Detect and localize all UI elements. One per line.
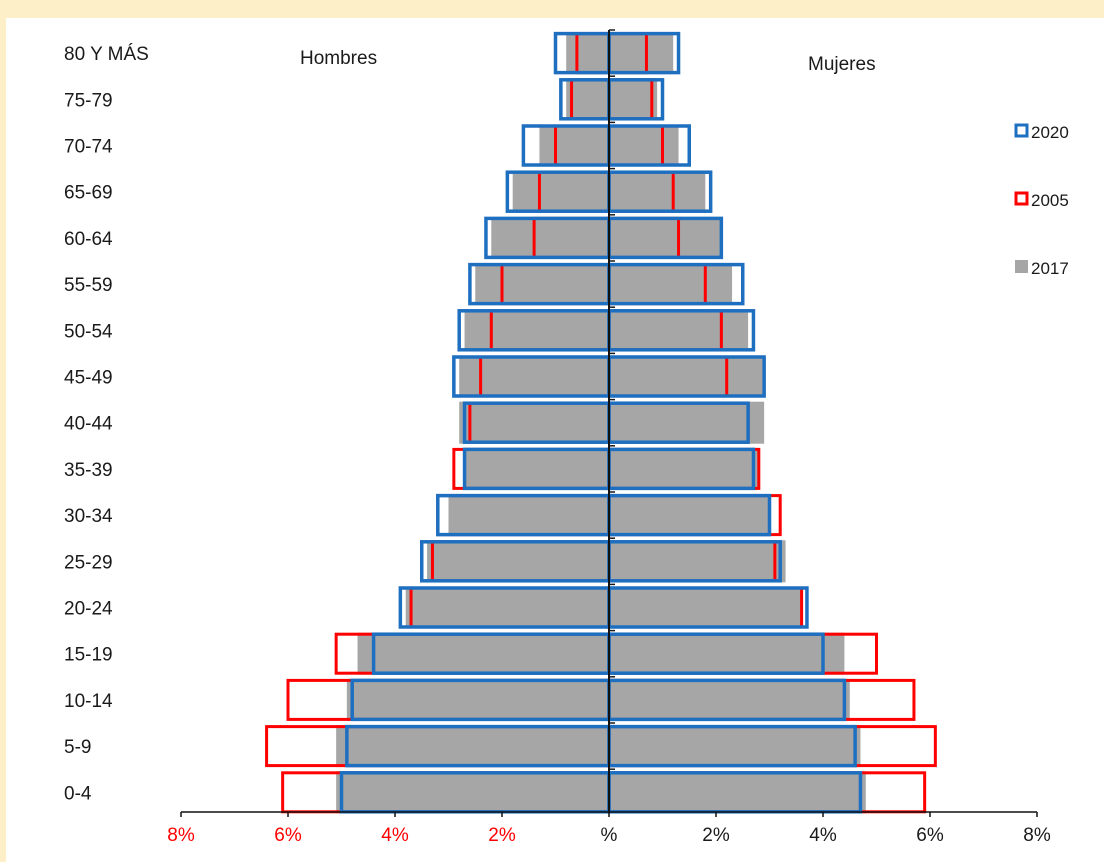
category-label-5: 55-59 bbox=[64, 275, 113, 296]
bar-2017-men-9 bbox=[465, 448, 609, 490]
x-tick-label-3: 2% bbox=[488, 825, 516, 846]
men-side-label: Hombres bbox=[300, 48, 377, 69]
category-label-10: 30-34 bbox=[64, 506, 113, 527]
bar-2017-men-8 bbox=[459, 402, 609, 444]
bar-2017-men-16 bbox=[336, 771, 609, 813]
bar-2017-men-13 bbox=[358, 633, 609, 675]
bar-2017-women-12 bbox=[609, 587, 802, 629]
legend: 2020 2005 2017 bbox=[1015, 123, 1069, 278]
category-label-14: 10-14 bbox=[64, 691, 113, 712]
bar-2017-men-2 bbox=[539, 125, 609, 167]
bar-2017-men-4 bbox=[491, 217, 609, 259]
bar-2017-men-14 bbox=[347, 679, 609, 721]
legend-label-2017: 2017 bbox=[1031, 259, 1069, 278]
bar-2017-men-5 bbox=[475, 263, 609, 305]
category-label-2: 70-74 bbox=[64, 137, 113, 158]
legend-swatch-2005 bbox=[1016, 193, 1027, 204]
bar-2017-women-2 bbox=[609, 125, 679, 167]
x-tick-label-6: 4% bbox=[809, 825, 837, 846]
population-pyramid-chart: 8% 6% 4% 2%% 2% 4% 6% 8% 80 Y MÁS 75-79 70-74 65-6… bbox=[6, 18, 1104, 862]
chart-frame: 8% 6% 4% 2%% 2% 4% 6% 8% 80 Y MÁS 75-79 70-74 65-6… bbox=[6, 18, 1104, 862]
bar-2017-women-16 bbox=[609, 771, 866, 813]
bars-layer bbox=[267, 32, 936, 813]
x-tick-label-8: 8% bbox=[1023, 825, 1051, 846]
category-label-15: 5-9 bbox=[64, 737, 91, 758]
category-label-4: 60-64 bbox=[64, 229, 113, 250]
bar-2017-women-15 bbox=[609, 725, 860, 767]
legend-label-2005: 2005 bbox=[1031, 191, 1069, 210]
bar-2017-men-3 bbox=[513, 171, 609, 213]
bar-2017-men-15 bbox=[336, 725, 609, 767]
category-label-7: 45-49 bbox=[64, 368, 113, 389]
category-label-16: 0-4 bbox=[64, 783, 92, 804]
bar-2017-men-6 bbox=[465, 309, 609, 351]
bar-2017-women-14 bbox=[609, 679, 850, 721]
bar-2017-women-10 bbox=[609, 494, 770, 536]
bar-2017-women-0 bbox=[609, 32, 673, 74]
category-label-13: 15-19 bbox=[64, 645, 113, 666]
x-tick-label-5: 2% bbox=[702, 825, 730, 846]
x-tick-label-2: 4% bbox=[381, 825, 409, 846]
legend-swatch-2017 bbox=[1015, 260, 1028, 273]
category-label-11: 25-29 bbox=[64, 552, 113, 573]
legend-swatch-2020 bbox=[1016, 125, 1027, 136]
x-tick-label-4: % bbox=[601, 825, 618, 846]
x-tick-label-0: 8% bbox=[167, 825, 195, 846]
bar-2017-women-1 bbox=[609, 78, 657, 120]
bar-2017-women-13 bbox=[609, 633, 844, 675]
bar-2017-women-4 bbox=[609, 217, 721, 259]
category-label-6: 50-54 bbox=[64, 321, 113, 342]
legend-label-2020: 2020 bbox=[1031, 123, 1069, 142]
category-label-1: 75-79 bbox=[64, 90, 113, 111]
category-labels: 80 Y MÁS 75-79 70-74 65-69 60-64 55-59 50-54 45… bbox=[64, 44, 149, 804]
bar-2017-men-0 bbox=[566, 32, 609, 74]
women-side-label: Mujeres bbox=[808, 54, 876, 75]
axis-layer: 8% 6% 4% 2%% 2% 4% 6% 8% bbox=[167, 30, 1051, 846]
category-label-12: 20-24 bbox=[64, 599, 113, 620]
category-label-9: 35-39 bbox=[64, 460, 113, 481]
category-label-0: 80 Y MÁS bbox=[64, 44, 149, 65]
bar-2017-women-11 bbox=[609, 540, 786, 582]
bar-2017-women-5 bbox=[609, 263, 732, 305]
x-tick-label-7: 6% bbox=[916, 825, 944, 846]
bar-2017-women-9 bbox=[609, 448, 759, 490]
bar-2017-women-6 bbox=[609, 309, 748, 351]
bar-2017-men-11 bbox=[427, 540, 609, 582]
bar-2017-women-3 bbox=[609, 171, 705, 213]
bar-2017-women-7 bbox=[609, 356, 764, 398]
bar-2017-women-8 bbox=[609, 402, 764, 444]
category-label-8: 40-44 bbox=[64, 414, 113, 435]
category-label-3: 65-69 bbox=[64, 183, 113, 204]
bar-2017-men-12 bbox=[406, 587, 609, 629]
x-tick-label-1: 6% bbox=[274, 825, 302, 846]
bar-2017-men-10 bbox=[449, 494, 610, 536]
